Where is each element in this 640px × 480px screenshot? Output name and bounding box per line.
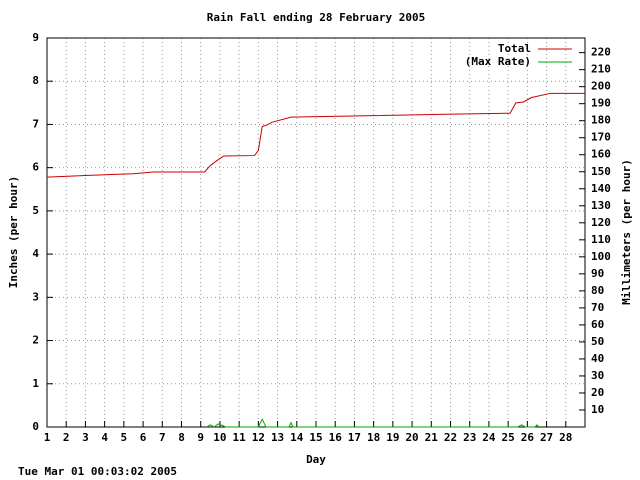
- x-tick-label: 22: [444, 431, 457, 444]
- y2-tick-label: 160: [591, 148, 611, 161]
- x-tick-label: 3: [82, 431, 89, 444]
- x-axis-label: Day: [306, 453, 326, 466]
- y2-tick-label: 70: [591, 301, 604, 314]
- x-tick-label: 19: [386, 431, 399, 444]
- y2-tick-label: 110: [591, 233, 611, 246]
- y-tick-label: 7: [32, 117, 39, 130]
- x-tick-label: 27: [540, 431, 553, 444]
- x-tick-label: 17: [348, 431, 361, 444]
- y2-tick-label: 130: [591, 199, 611, 212]
- y2-tick-label: 50: [591, 335, 604, 348]
- timestamp: Tue Mar 01 00:03:02 2005: [18, 465, 177, 478]
- x-tick-label: 1: [44, 431, 51, 444]
- x-tick-label: 8: [178, 431, 185, 444]
- x-tick-label: 12: [252, 431, 265, 444]
- y-tick-label: 9: [32, 31, 39, 44]
- y2-tick-label: 120: [591, 216, 611, 229]
- x-tick-label: 24: [482, 431, 496, 444]
- x-tick-label: 14: [290, 431, 304, 444]
- y2-tick-label: 60: [591, 318, 604, 331]
- x-tick-label: 7: [159, 431, 166, 444]
- y2-tick-label: 180: [591, 114, 611, 127]
- data-line: [46, 92, 585, 178]
- x-tick-label: 5: [121, 431, 128, 444]
- x-tick-label: 9: [197, 431, 204, 444]
- x-tick-label: 16: [329, 431, 343, 444]
- y2-tick-label: 150: [591, 165, 611, 178]
- data-line: [206, 418, 540, 428]
- y2-tick-label: 100: [591, 250, 611, 263]
- y-tick-label: 2: [32, 334, 39, 347]
- y-tick-label: 5: [32, 204, 39, 217]
- y-tick-label: 3: [32, 290, 39, 303]
- y2-tick-label: 80: [591, 284, 604, 297]
- chart-title: Rain Fall ending 28 February 2005: [207, 11, 426, 24]
- legend-label: (Max Rate): [465, 55, 531, 68]
- y2-tick-label: 170: [591, 131, 611, 144]
- y2-axis-label: Millimeters (per hour): [620, 159, 633, 305]
- y-axis-label: Inches (per hour): [7, 176, 20, 289]
- x-tick-label: 23: [463, 431, 476, 444]
- legend-label: Total: [498, 42, 531, 55]
- y2-tick-label: 30: [591, 369, 604, 382]
- x-tick-label: 13: [271, 431, 284, 444]
- x-tick-label: 20: [405, 431, 418, 444]
- y2-tick-label: 140: [591, 182, 611, 195]
- y2-tick-label: 190: [591, 97, 611, 110]
- y-tick-label: 1: [32, 377, 39, 390]
- y2-tick-label: 220: [591, 46, 611, 59]
- x-tick-label: 26: [521, 431, 535, 444]
- y2-tick-label: 200: [591, 80, 611, 93]
- y-tick-label: 0: [32, 420, 39, 433]
- x-tick-label: 2: [63, 431, 70, 444]
- y-tick-label: 8: [32, 74, 39, 87]
- x-tick-label: 11: [233, 431, 247, 444]
- y2-tick-label: 20: [591, 386, 604, 399]
- x-tick-label: 6: [140, 431, 147, 444]
- x-tick-label: 28: [559, 431, 572, 444]
- x-tick-label: 4: [101, 431, 108, 444]
- y2-tick-label: 210: [591, 63, 611, 76]
- x-tick-label: 21: [425, 431, 439, 444]
- x-tick-label: 25: [502, 431, 515, 444]
- y2-tick-label: 90: [591, 267, 604, 280]
- y-tick-label: 4: [32, 247, 39, 260]
- x-tick-label: 18: [367, 431, 380, 444]
- x-tick-label: 10: [213, 431, 226, 444]
- y2-tick-label: 40: [591, 352, 604, 365]
- x-tick-label: 15: [309, 431, 322, 444]
- y-tick-label: 6: [32, 161, 39, 174]
- y2-tick-label: 10: [591, 403, 604, 416]
